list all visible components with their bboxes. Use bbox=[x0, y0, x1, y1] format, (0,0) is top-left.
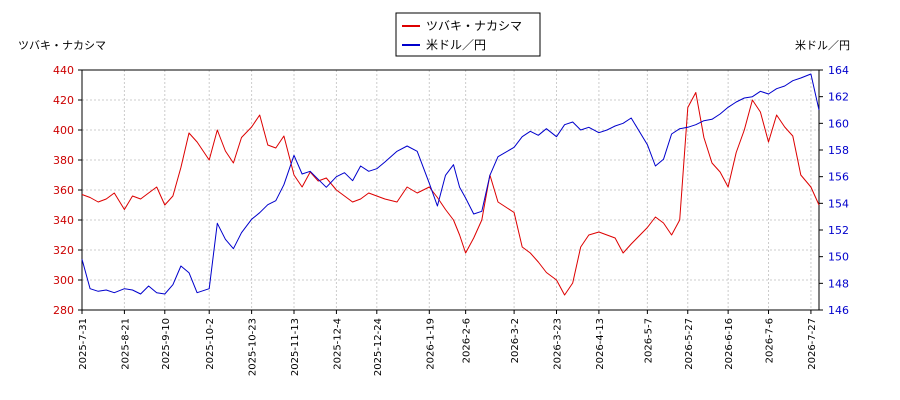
series-line-stock bbox=[81, 92, 820, 296]
legend-box bbox=[395, 12, 541, 57]
grid bbox=[81, 70, 819, 310]
x-tick-label: 2025-12-4 bbox=[332, 318, 343, 370]
right-tick-label: 164 bbox=[828, 64, 849, 77]
x-tick-label: 2026-6-16 bbox=[724, 318, 735, 370]
x-tick-label: 2025-8-21 bbox=[120, 318, 131, 370]
right-tick-label: 158 bbox=[828, 144, 849, 157]
left-tick-label: 400 bbox=[53, 124, 74, 137]
right-tick-label: 152 bbox=[828, 224, 849, 237]
right-axis-title: 米ドル／円 bbox=[795, 39, 850, 52]
right-tick-label: 146 bbox=[828, 304, 849, 317]
x-tick-label: 2026-2-6 bbox=[462, 318, 473, 363]
x-axis: 2025-7-31 2025-8-21 2025-9-10 2025-10-2 2025… bbox=[78, 310, 818, 376]
series-line-usdjpy bbox=[81, 73, 820, 295]
x-tick-label: 2025-10-2 bbox=[205, 318, 216, 370]
right-tick-label: 154 bbox=[828, 197, 849, 210]
left-tick-label: 380 bbox=[53, 154, 74, 167]
x-tick-label: 2026-7-6 bbox=[765, 318, 776, 363]
x-tick-label: 2025-7-31 bbox=[78, 318, 89, 370]
right-axis: 146 148 150 152 154 156 158 160 162 164 bbox=[819, 64, 849, 317]
left-axis: 280 300 320 340 360 380 400 420 440 bbox=[53, 64, 82, 317]
x-tick-label: 2026-3-23 bbox=[553, 318, 564, 370]
right-tick-label: 160 bbox=[828, 117, 849, 130]
right-tick-label: 148 bbox=[828, 277, 849, 290]
left-tick-label: 420 bbox=[53, 94, 74, 107]
left-tick-label: 280 bbox=[53, 304, 74, 317]
x-tick-label: 2026-5-7 bbox=[643, 318, 654, 363]
legend-label-0: ツバキ・ナカシマ bbox=[426, 19, 522, 33]
x-tick-label: 2025-10-23 bbox=[248, 318, 259, 376]
x-tick-label: 2026-3-2 bbox=[510, 318, 521, 363]
right-tick-label: 156 bbox=[828, 171, 849, 184]
left-tick-label: 440 bbox=[53, 64, 74, 77]
right-tick-label: 162 bbox=[828, 91, 849, 104]
left-tick-label: 340 bbox=[53, 214, 74, 227]
left-tick-label: 320 bbox=[53, 244, 74, 257]
left-tick-label: 300 bbox=[53, 274, 74, 287]
x-tick-label: 2025-12-24 bbox=[373, 318, 384, 376]
left-tick-label: 360 bbox=[53, 184, 74, 197]
x-tick-label: 2026-7-27 bbox=[807, 318, 818, 370]
x-tick-label: 2026-5-27 bbox=[684, 318, 695, 370]
x-tick-label: 2026-4-13 bbox=[595, 318, 606, 370]
legend: ツバキ・ナカシマ 米ドル／円 bbox=[395, 12, 541, 57]
x-tick-label: 2026-1-19 bbox=[425, 318, 436, 370]
right-tick-label: 150 bbox=[828, 251, 849, 264]
x-tick-label: 2025-9-10 bbox=[161, 318, 172, 370]
legend-label-1: 米ドル／円 bbox=[426, 38, 486, 52]
left-axis-title: ツバキ・ナカシマ bbox=[18, 39, 106, 52]
x-tick-label: 2025-11-13 bbox=[290, 318, 301, 376]
series-lines bbox=[81, 73, 820, 296]
